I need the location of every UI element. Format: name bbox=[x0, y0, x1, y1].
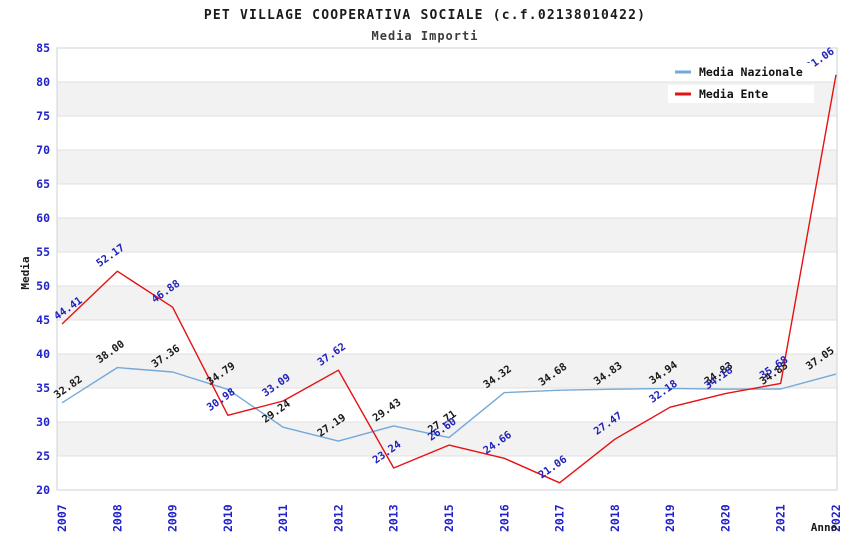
y-tick-label: 35 bbox=[36, 381, 50, 395]
y-tick-label: 20 bbox=[36, 483, 50, 497]
y-tick-label: 40 bbox=[36, 347, 50, 361]
x-axis-title: Anno bbox=[811, 521, 838, 534]
x-tick-label: 2022 bbox=[829, 504, 843, 532]
plot-band bbox=[57, 116, 837, 150]
legend-entry-bg bbox=[668, 63, 814, 81]
y-tick-label: 25 bbox=[36, 449, 50, 463]
legend: Media Nazionale Media Ente bbox=[668, 63, 814, 103]
plot-area: 20 25 30 35 40 45 50 55 60 65 70 75 80 85 2007 2008 2009… bbox=[36, 41, 843, 532]
x-tick-label: 2010 bbox=[221, 504, 235, 532]
series-line-media-nazionale bbox=[61, 366, 837, 442]
legend-label: Media Nazionale bbox=[699, 65, 803, 79]
plot-band bbox=[57, 150, 837, 184]
x-tick-label: 2009 bbox=[166, 504, 180, 532]
chart-subtitle: Media Importi bbox=[372, 29, 479, 43]
plot-band bbox=[57, 218, 837, 252]
y-tick-label: 85 bbox=[36, 41, 50, 55]
plot-band bbox=[57, 422, 837, 456]
x-tick-label: 2007 bbox=[55, 504, 69, 532]
legend-label: Media Ente bbox=[699, 87, 768, 101]
legend-entry: Media Ente bbox=[668, 85, 814, 103]
plot-band bbox=[57, 252, 837, 286]
chart-title: PET VILLAGE COOPERATIVA SOCIALE (c.f.021… bbox=[204, 8, 646, 23]
x-tick-label: 2017 bbox=[553, 504, 567, 532]
x-tick-label: 2012 bbox=[331, 504, 345, 532]
plot-band bbox=[57, 354, 837, 388]
y-tick-label: 75 bbox=[36, 109, 50, 123]
y-tick-label: 30 bbox=[36, 415, 50, 429]
x-tick-label: 2016 bbox=[497, 504, 511, 532]
x-tick-label: 2018 bbox=[608, 504, 622, 532]
y-tick-label: 55 bbox=[36, 245, 50, 259]
x-tick-label: 2021 bbox=[774, 504, 788, 532]
plot-band bbox=[57, 320, 837, 354]
y-tick-label: 50 bbox=[36, 279, 50, 293]
legend-entry: Media Nazionale bbox=[668, 63, 814, 81]
x-tick-label: 2020 bbox=[718, 504, 732, 532]
legend-entry-bg bbox=[668, 85, 814, 103]
plot-band bbox=[57, 388, 837, 422]
y-tick-label: 60 bbox=[36, 211, 50, 225]
x-tick-label: 2015 bbox=[442, 504, 456, 532]
x-tick-label: 2011 bbox=[276, 504, 290, 532]
series-line-media-ente bbox=[61, 74, 837, 484]
y-tick-label: 45 bbox=[36, 313, 50, 327]
y-tick-label: 65 bbox=[36, 177, 50, 191]
y-tick-label: 70 bbox=[36, 143, 50, 157]
x-tick-label: 2013 bbox=[387, 504, 401, 532]
x-tick-label: 2019 bbox=[663, 504, 677, 532]
x-tick-label: 2008 bbox=[110, 504, 124, 532]
y-tick-label: 80 bbox=[36, 75, 50, 89]
plot-border bbox=[56, 47, 838, 491]
series-layer bbox=[61, 74, 837, 484]
plot-band bbox=[57, 184, 837, 218]
plot-band bbox=[57, 286, 837, 320]
y-axis-title: Media bbox=[19, 256, 32, 289]
plot-band bbox=[57, 456, 837, 490]
